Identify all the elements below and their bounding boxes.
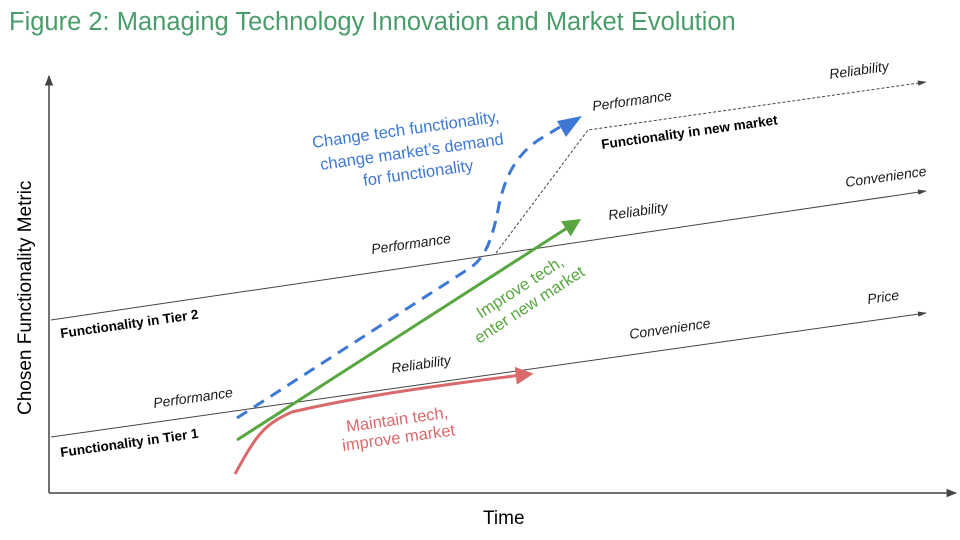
tier2-attr-reliability: Reliability [607, 199, 670, 223]
tier1-attr-convenience: Convenience [628, 315, 711, 342]
improve-tech-arrow [236, 219, 582, 442]
tier1-attr-reliability: Reliability [390, 352, 453, 376]
maintain-tech-arrow [233, 366, 534, 475]
tier2-line [50, 189, 927, 321]
tier1-line [50, 311, 927, 438]
y-axis-label: Chosen Functionality Metric [15, 181, 36, 415]
tier1-attr-price: Price [866, 287, 900, 307]
change-tech-arrowhead [557, 116, 582, 137]
tier2-attr-performance: Performance [370, 230, 452, 257]
new-market-attr-reliability: Reliability [828, 58, 891, 82]
tier2-label: Functionality in Tier 2 [59, 307, 199, 341]
change-tech-arrow [236, 125, 561, 420]
new-market-attr-performance: Performance [591, 87, 673, 114]
new-market-label: Functionality in new market [600, 112, 779, 152]
tier1-attr-performance: Performance [152, 384, 234, 411]
tier1-label: Functionality in Tier 1 [59, 426, 199, 460]
tier2-attr-convenience: Convenience [844, 163, 927, 190]
x-axis-label: Time [483, 508, 525, 529]
new-market-line [495, 80, 927, 254]
figure-title: Figure 2: Managing Technology Innovation… [9, 8, 736, 36]
